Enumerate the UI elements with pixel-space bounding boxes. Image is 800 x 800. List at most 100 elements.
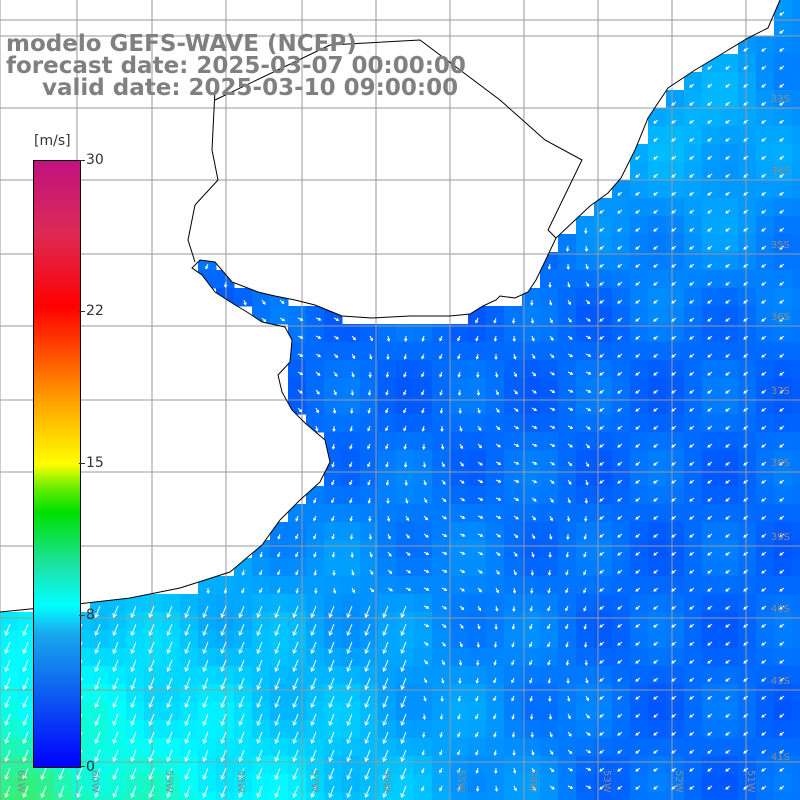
field-cell [774, 756, 793, 775]
field-cell [144, 738, 163, 757]
wind-arrow [167, 605, 173, 618]
field-cell [450, 396, 469, 415]
field-cell [450, 684, 469, 703]
colorbar-unit: [m/s] [34, 133, 71, 149]
field-cell [774, 270, 793, 289]
wind-arrow [41, 785, 47, 798]
field-cell [756, 720, 775, 739]
field-cell [720, 180, 739, 199]
wind-arrowhead [725, 192, 729, 196]
wind-arrowhead [548, 716, 553, 720]
wind-arrowhead [779, 138, 783, 142]
field-cell [738, 54, 757, 73]
wind-arrowhead [653, 120, 657, 124]
wind-arrowhead [743, 264, 747, 268]
field-cell [648, 666, 667, 685]
wind-arrowhead [442, 481, 446, 485]
field-cell [648, 612, 667, 631]
field-cell [504, 486, 523, 505]
wind-arrowhead [497, 426, 501, 431]
field-cell [648, 216, 667, 235]
field-cell [342, 468, 361, 487]
field-cell [684, 252, 703, 271]
field-cell [432, 378, 451, 397]
field-cell [774, 612, 793, 631]
field-cell [324, 774, 343, 793]
field-cell [252, 558, 271, 577]
wind-arrowhead [328, 667, 334, 673]
field-cell [468, 414, 487, 433]
field-cell [216, 630, 235, 649]
wind-arrowhead [653, 642, 657, 646]
field-cell [342, 666, 361, 685]
wind-arrowhead [184, 667, 190, 673]
field-cell [432, 324, 451, 343]
field-cell [756, 144, 775, 163]
wind-arrowhead [441, 680, 445, 684]
field-cell [288, 306, 307, 325]
field-cell [378, 522, 397, 541]
wind-arrow [221, 731, 227, 744]
wind-arrowhead [256, 685, 262, 691]
wind-arrowhead [743, 498, 747, 502]
wind-arrow [293, 785, 299, 798]
field-cell [486, 630, 505, 649]
field-cell [144, 684, 163, 703]
wind-arrowhead [599, 390, 603, 394]
wind-arrowhead [475, 716, 479, 720]
wind-arrowhead [779, 66, 783, 70]
field-cell [180, 792, 199, 800]
wind-arrow [365, 641, 371, 654]
wind-arrowhead [671, 336, 675, 340]
field-cell [486, 378, 505, 397]
field-cell [702, 144, 721, 163]
longitude-label: 60W [89, 770, 100, 793]
field-cell [720, 432, 739, 451]
wind-arrowhead [389, 588, 393, 592]
field-cell [648, 360, 667, 379]
field-cell [252, 666, 271, 685]
wind-arrowhead [671, 480, 675, 484]
wind-arrowhead [382, 721, 388, 727]
wind-arrow [329, 677, 335, 690]
field-cell [288, 612, 307, 631]
field-cell [342, 540, 361, 559]
wind-arrow [347, 767, 353, 780]
wind-arrowhead [635, 714, 639, 718]
field-cell [648, 306, 667, 325]
wind-arrowhead [404, 320, 409, 324]
wind-arrowhead [707, 264, 711, 268]
wind-arrowhead [547, 662, 551, 666]
wind-arrow [149, 623, 155, 636]
field-cell [324, 702, 343, 721]
field-cell [684, 648, 703, 667]
wind-arrowhead [743, 570, 747, 574]
wind-arrowhead [599, 642, 603, 646]
wind-arrowhead [202, 631, 208, 637]
wind-arrowhead [148, 739, 154, 745]
wind-arrowhead [94, 721, 100, 727]
field-cell [378, 396, 397, 415]
wind-arrow [95, 623, 101, 636]
wind-arrowhead [331, 500, 335, 504]
wind-arrowhead [588, 371, 592, 375]
field-cell [468, 576, 487, 595]
field-cell [684, 738, 703, 757]
field-cell [630, 468, 649, 487]
field-cell [504, 504, 523, 523]
wind-arrowhead [112, 649, 118, 655]
wind-arrowhead [238, 793, 244, 799]
field-cell [720, 360, 739, 379]
field-cell [324, 594, 343, 613]
field-cell [72, 792, 91, 800]
field-cell [522, 432, 541, 451]
field-cell [540, 738, 559, 757]
wind-arrowhead [779, 624, 783, 628]
wind-arrowhead [761, 48, 765, 52]
wind-arrowhead [477, 626, 481, 630]
field-cell [720, 540, 739, 559]
field-cell [738, 486, 757, 505]
field-cell [450, 738, 469, 757]
field-cell [648, 378, 667, 397]
wind-arrow [311, 785, 317, 798]
